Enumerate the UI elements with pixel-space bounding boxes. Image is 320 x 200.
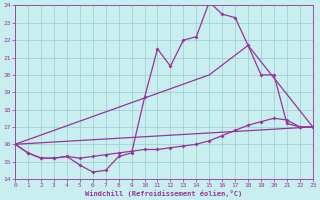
X-axis label: Windchill (Refroidissement éolien,°C): Windchill (Refroidissement éolien,°C) xyxy=(85,190,243,197)
